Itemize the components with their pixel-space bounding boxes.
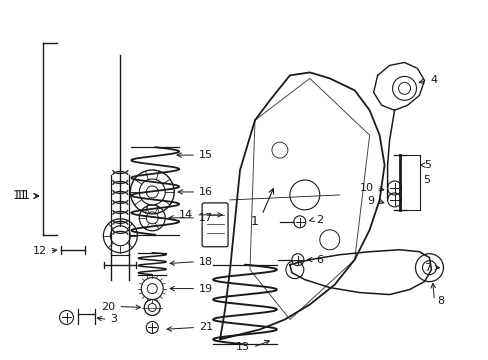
Text: 15: 15 (199, 150, 213, 160)
Text: 14: 14 (179, 210, 193, 220)
Text: 6: 6 (315, 255, 322, 265)
Text: 3: 3 (110, 314, 117, 324)
Text: 20: 20 (101, 302, 115, 311)
Text: 5: 5 (424, 160, 430, 170)
Text: 2: 2 (315, 215, 322, 225)
Text: 16: 16 (199, 187, 213, 197)
Text: 11: 11 (16, 189, 31, 202)
Text: 10: 10 (359, 183, 373, 193)
Text: 18: 18 (199, 257, 213, 267)
Text: 1: 1 (250, 215, 258, 228)
Text: 12: 12 (32, 246, 46, 256)
Text: 7: 7 (424, 263, 430, 273)
Text: 21: 21 (199, 323, 213, 332)
Text: 9: 9 (367, 196, 374, 206)
Text: 8: 8 (437, 296, 444, 306)
Text: 5: 5 (423, 175, 429, 185)
Text: 4: 4 (429, 75, 437, 85)
Text: 19: 19 (199, 284, 213, 293)
Text: 11: 11 (13, 189, 28, 202)
Text: 17: 17 (199, 213, 213, 223)
Text: 13: 13 (236, 342, 249, 352)
